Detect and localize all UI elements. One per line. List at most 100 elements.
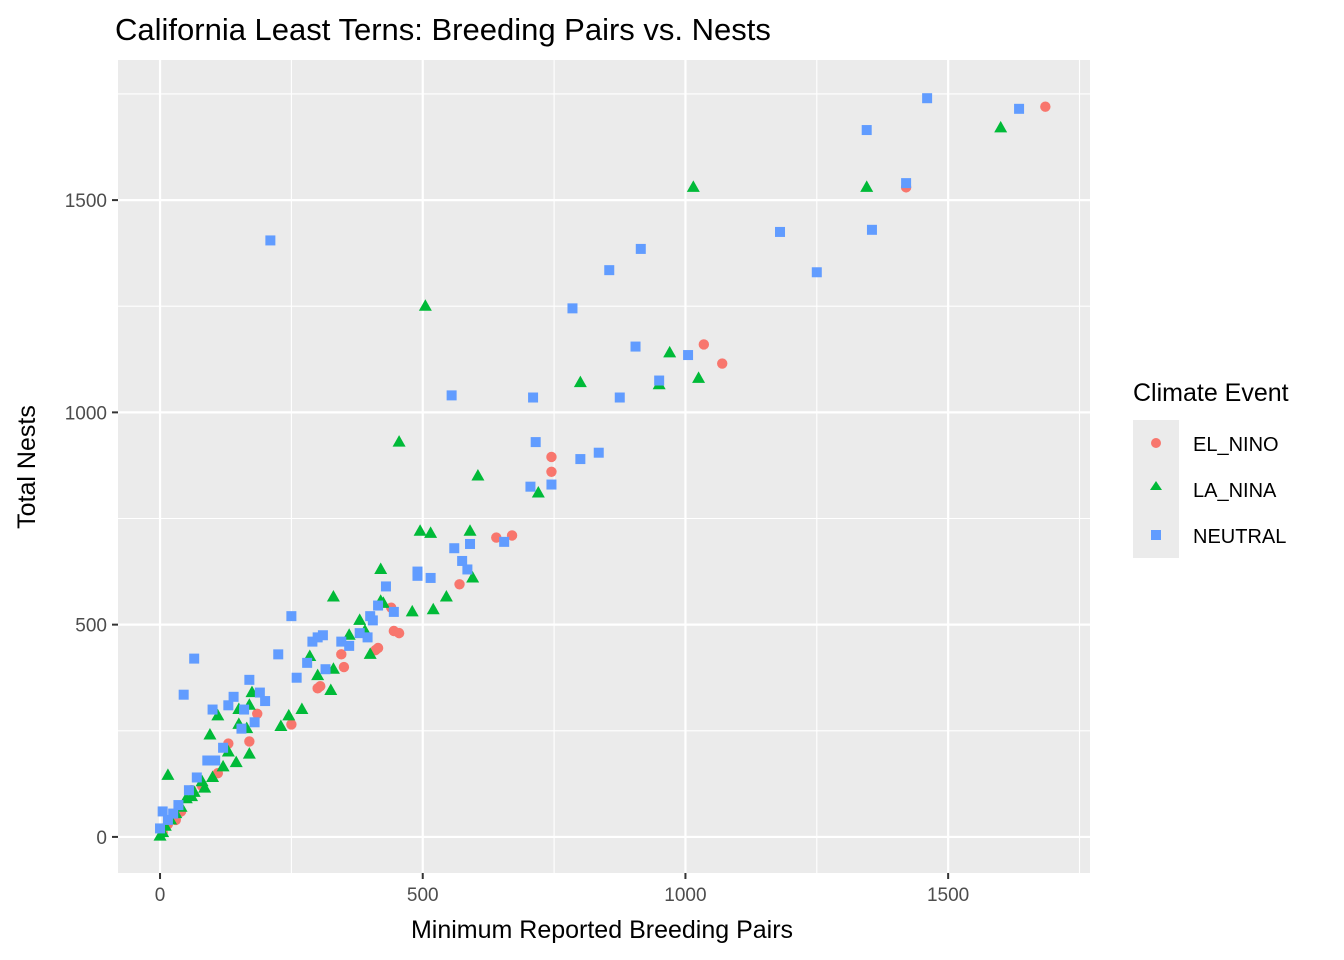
- data-points: [153, 93, 1051, 841]
- point-neutral: [191, 772, 202, 783]
- point-neutral: [189, 653, 200, 664]
- point-neutral: [528, 392, 539, 403]
- point-neutral: [236, 723, 247, 734]
- y-tick-label: 1500: [65, 191, 107, 212]
- point-neutral: [635, 243, 646, 254]
- point-neutral: [312, 632, 323, 643]
- point-el-nino: [717, 358, 728, 369]
- point-la-nina: [153, 829, 167, 841]
- point-neutral: [367, 615, 378, 626]
- point-la-nina: [471, 469, 485, 481]
- point-el-nino: [491, 532, 502, 543]
- legend-square-icon: [1151, 530, 1161, 540]
- point-neutral: [412, 570, 423, 581]
- legend-triangle-icon: [1150, 481, 1162, 490]
- point-neutral: [388, 606, 399, 617]
- point-neutral: [207, 704, 218, 715]
- x-tick-label: 1000: [664, 885, 706, 906]
- point-el-nino: [546, 451, 557, 463]
- y-tick-label: 500: [75, 616, 107, 637]
- point-neutral: [202, 755, 213, 766]
- point-la-nina: [439, 590, 453, 602]
- plot-panel: [118, 60, 1090, 873]
- point-la-nina: [692, 371, 706, 383]
- point-neutral: [654, 375, 665, 386]
- point-neutral: [228, 691, 239, 702]
- point-el-nino: [698, 339, 710, 350]
- y-axis-ticks: 0 500 1000 1500: [65, 191, 118, 849]
- y-tick-label: 0: [96, 828, 107, 849]
- point-el-nino: [506, 530, 518, 541]
- point-neutral: [155, 823, 166, 834]
- point-neutral: [157, 806, 168, 817]
- legend-label-neutral: NEUTRAL: [1193, 526, 1286, 548]
- point-neutral: [567, 303, 578, 314]
- point-neutral: [307, 636, 318, 647]
- point-neutral: [218, 742, 229, 753]
- legend-circle-icon: [1151, 438, 1161, 448]
- point-la-nina: [405, 604, 419, 617]
- point-la-nina: [686, 180, 700, 192]
- point-la-nina: [860, 180, 874, 192]
- point-neutral: [530, 437, 541, 448]
- point-el-nino: [336, 649, 347, 660]
- point-el-nino: [286, 719, 297, 730]
- point-la-nina: [324, 683, 338, 695]
- x-axis-ticks: 0 500 1000 1500: [155, 873, 969, 906]
- point-la-nina: [185, 789, 199, 802]
- point-neutral: [901, 178, 912, 189]
- point-neutral: [614, 392, 625, 403]
- point-neutral: [630, 341, 641, 352]
- point-neutral: [811, 267, 822, 278]
- point-neutral: [286, 611, 297, 622]
- point-el-nino: [338, 661, 350, 673]
- point-neutral: [866, 224, 877, 235]
- point-la-nina: [198, 781, 212, 793]
- x-axis-title: Minimum Reported Breeding Pairs: [411, 916, 793, 944]
- x-tick-label: 500: [407, 885, 439, 906]
- point-neutral: [178, 689, 189, 700]
- point-la-nina: [418, 299, 432, 311]
- point-neutral: [499, 536, 510, 547]
- point-neutral: [462, 564, 473, 575]
- point-el-nino: [454, 579, 465, 590]
- point-la-nina: [392, 435, 406, 447]
- point-neutral: [425, 572, 436, 583]
- point-la-nina: [426, 602, 440, 615]
- point-neutral: [223, 700, 234, 711]
- x-tick-label: 0: [155, 885, 166, 906]
- point-el-nino: [393, 627, 405, 639]
- legend-label-el-nino: EL_NINO: [1193, 434, 1279, 456]
- point-neutral: [168, 808, 179, 819]
- point-la-nina: [994, 120, 1008, 133]
- point-el-nino: [1040, 101, 1051, 112]
- y-axis-title: Total Nests: [13, 405, 41, 529]
- point-la-nina: [282, 708, 296, 721]
- point-neutral: [525, 481, 536, 492]
- point-la-nina: [363, 647, 377, 659]
- point-neutral: [683, 350, 694, 361]
- point-neutral: [273, 649, 284, 660]
- point-la-nina: [211, 708, 225, 721]
- legend-title: Climate Event: [1133, 379, 1289, 407]
- point-la-nina: [424, 526, 438, 538]
- legend-label-la-nina: LA_NINA: [1193, 480, 1277, 502]
- point-neutral: [336, 636, 347, 647]
- y-tick-label: 1000: [65, 403, 107, 424]
- point-la-nina: [216, 759, 230, 772]
- point-neutral: [260, 696, 271, 707]
- point-la-nina: [229, 755, 243, 768]
- point-neutral: [1014, 103, 1025, 114]
- point-neutral: [604, 265, 615, 276]
- point-neutral: [320, 664, 331, 675]
- point-el-nino: [244, 736, 255, 747]
- point-neutral: [354, 628, 365, 639]
- point-neutral: [249, 717, 260, 728]
- point-neutral: [575, 454, 586, 465]
- point-neutral: [244, 674, 255, 685]
- point-neutral: [861, 125, 872, 136]
- point-neutral: [922, 93, 933, 104]
- point-la-nina: [295, 702, 309, 715]
- point-neutral: [446, 390, 457, 401]
